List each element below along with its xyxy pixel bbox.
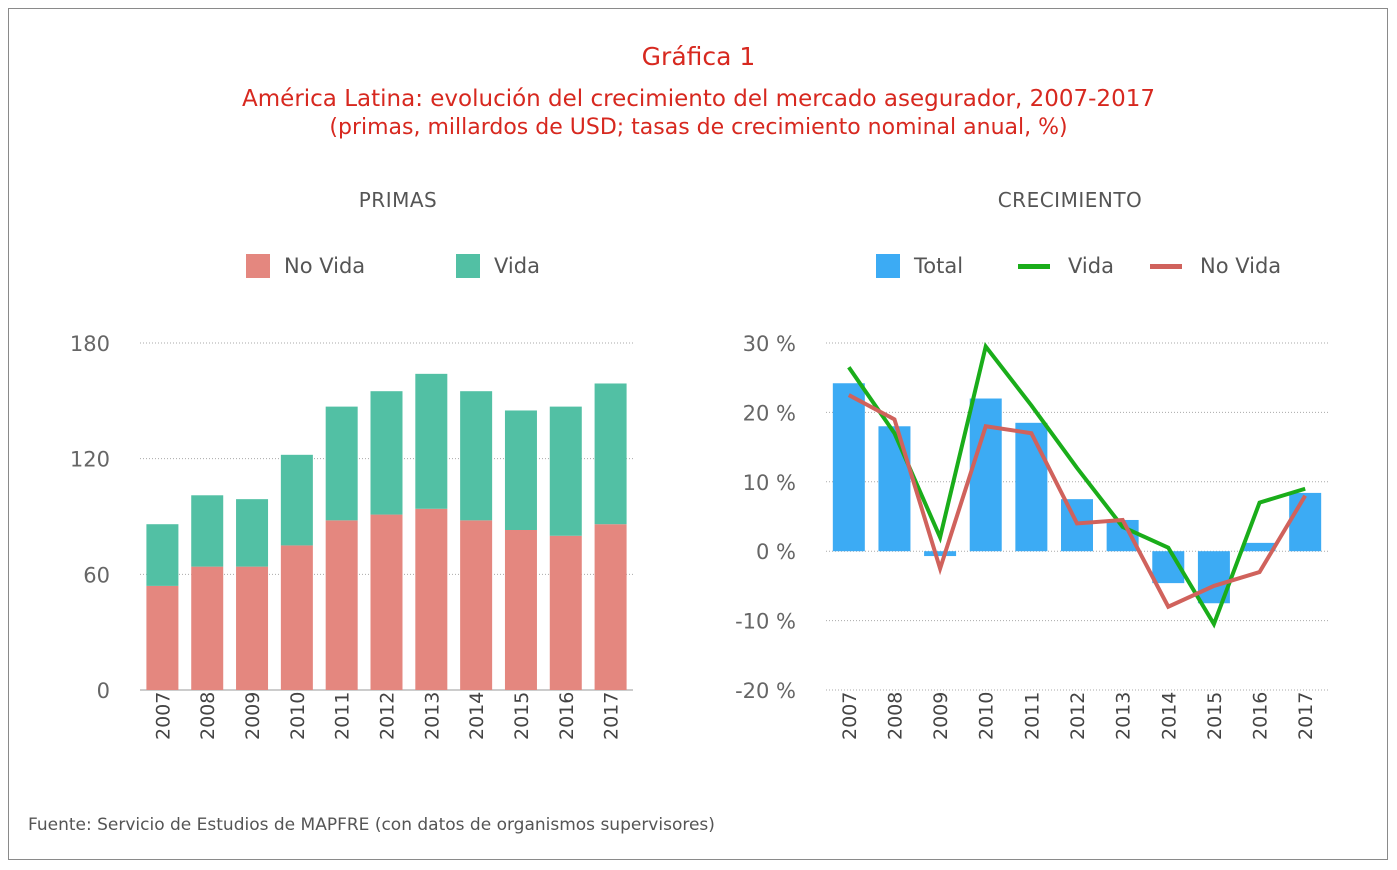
bar-vida xyxy=(594,383,627,525)
x-tick-label: 2008 xyxy=(197,692,219,740)
x-tick-label: 2013 xyxy=(421,692,443,740)
bar-no-vida xyxy=(146,585,179,690)
y-tick-label: -20 % xyxy=(735,679,796,703)
bar-no-vida xyxy=(236,566,269,690)
bar-vida xyxy=(504,410,537,530)
x-tick-label: 2015 xyxy=(1204,692,1226,740)
legend-swatch-no-vida xyxy=(246,254,270,278)
legend-line-no-vida xyxy=(1150,263,1182,269)
legend-label-no-vida-line: No Vida xyxy=(1200,254,1282,278)
x-tick-label: 2007 xyxy=(839,692,861,740)
bar-total xyxy=(832,383,865,552)
legend-swatch-total xyxy=(876,254,900,278)
figure-title: Gráfica 1 xyxy=(641,42,756,71)
x-tick-label: 2008 xyxy=(884,692,906,740)
figure-subtitle: América Latina: evolución del crecimient… xyxy=(242,86,1155,112)
bar-vida xyxy=(191,495,224,567)
y-tick-label: 10 % xyxy=(743,471,796,495)
bar-no-vida xyxy=(415,508,448,690)
y-tick-label: 20 % xyxy=(743,401,796,425)
bar-no-vida xyxy=(370,514,403,690)
legend-vida: Vida xyxy=(456,254,540,278)
bar-no-vida xyxy=(460,520,493,690)
x-tick-label: 2010 xyxy=(287,692,309,740)
y-tick-label: 30 % xyxy=(743,332,796,356)
bar-total xyxy=(969,398,1002,552)
y-tick-label: 180 xyxy=(70,332,110,356)
bar-vida xyxy=(146,524,179,586)
line-no-vida xyxy=(847,393,1307,610)
legend-label-vida: Vida xyxy=(494,254,540,278)
x-tick-label: 2012 xyxy=(377,692,399,740)
line-vida xyxy=(847,341,1306,629)
bar-no-vida xyxy=(549,535,582,690)
x-tick-label: 2013 xyxy=(1113,692,1135,740)
x-tick-label: 2012 xyxy=(1067,692,1089,740)
legend-no-vida-line: No Vida xyxy=(1150,254,1281,278)
x-tick-label: 2011 xyxy=(332,692,354,740)
y-tick-label: -10 % xyxy=(735,610,796,634)
x-tick-label: 2014 xyxy=(1158,692,1180,740)
primas-chart-title: PRIMAS xyxy=(358,188,438,212)
x-tick-label: 2011 xyxy=(1021,692,1043,740)
bar-no-vida xyxy=(280,545,313,690)
legend-vida-line: Vida xyxy=(1018,254,1114,278)
x-tick-label: 2016 xyxy=(1250,692,1272,740)
bar-no-vida xyxy=(325,520,358,690)
x-tick-label: 2010 xyxy=(976,692,998,740)
legend-total: Total xyxy=(876,254,963,278)
legend-line-vida xyxy=(1018,263,1050,269)
bar-vida xyxy=(370,391,403,515)
y-tick-label: 120 xyxy=(70,448,110,472)
legend-label-vida-line: Vida xyxy=(1068,254,1114,278)
bar-vida xyxy=(415,373,448,509)
x-tick-label: 2017 xyxy=(1295,692,1317,740)
y-tick-label: 0 xyxy=(97,679,110,703)
bar-vida xyxy=(280,454,313,546)
y-tick-label: 0 % xyxy=(756,540,796,564)
crecimiento-chart: 30 % 20 % 10 % 0 % -10 % -20 % 2007 2008 2009 201… xyxy=(735,332,1328,740)
x-tick-label: 2017 xyxy=(601,692,623,740)
figure-units-note: (primas, millardos de USD; tasas de crec… xyxy=(329,115,1068,140)
x-tick-label: 2009 xyxy=(930,692,952,740)
bar-vida xyxy=(460,391,493,521)
bar-total xyxy=(1289,492,1322,552)
x-tick-label: 2007 xyxy=(152,692,174,740)
legend-no-vida: No Vida xyxy=(246,254,365,278)
bar-no-vida xyxy=(594,524,627,690)
legend-swatch-vida xyxy=(456,254,480,278)
bar-no-vida xyxy=(504,529,537,690)
y-tick-label: 60 xyxy=(83,563,110,587)
bar-total xyxy=(878,426,911,552)
legend-label-no-vida: No Vida xyxy=(284,254,366,278)
bar-vida xyxy=(236,499,269,567)
bar-total xyxy=(924,551,957,557)
bar-total xyxy=(1015,422,1048,552)
bar-total xyxy=(1243,542,1276,552)
source-note: Fuente: Servicio de Estudios de MAPFRE (… xyxy=(28,815,715,835)
bar-vida xyxy=(549,406,582,536)
crecimiento-chart-title: CRECIMIENTO xyxy=(997,188,1143,212)
x-tick-label: 2014 xyxy=(466,692,488,740)
bar-vida xyxy=(325,406,358,521)
primas-chart: 0 60 120 180 2007 2008 2009 2010 2011 2012 2013 201… xyxy=(70,332,633,740)
x-tick-label: 2016 xyxy=(556,692,578,740)
bar-no-vida xyxy=(191,566,224,690)
x-tick-label: 2015 xyxy=(511,692,533,740)
x-tick-label: 2009 xyxy=(242,692,264,740)
figure-frame xyxy=(8,8,1388,860)
legend-label-total: Total xyxy=(914,254,964,278)
